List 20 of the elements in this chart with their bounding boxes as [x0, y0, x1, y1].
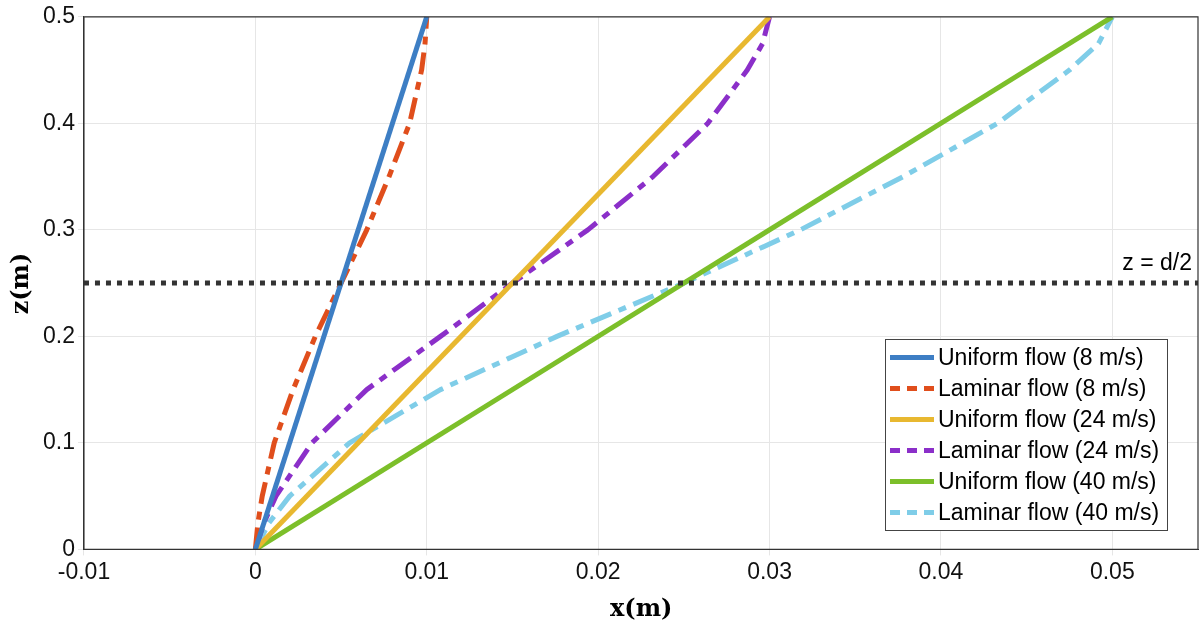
x-tick-label: 0.02 — [575, 557, 621, 584]
x-tick-label: 0.03 — [747, 557, 792, 584]
legend-label: Laminar flow (24 m/s) — [938, 436, 1160, 466]
x-tick-label: 0.01 — [404, 557, 450, 584]
ref-line-label: z = d/2 — [1122, 248, 1192, 275]
y-tick-label: 0.1 — [42, 428, 75, 455]
legend-label: Laminar flow (40 m/s) — [938, 498, 1160, 528]
x-tick-label: 0.05 — [1089, 557, 1135, 584]
x-axis-title: x(m) — [609, 593, 673, 622]
legend-label: Uniform flow (8 m/s) — [938, 343, 1144, 373]
x-tick-label: 0.04 — [918, 557, 964, 584]
legend-label: Uniform flow (40 m/s) — [938, 467, 1157, 497]
y-axis-title: z(m) — [5, 252, 35, 314]
y-tick-label: 0.5 — [42, 2, 75, 29]
y-tick-label: 0.3 — [42, 215, 75, 242]
y-tick-label: 0.2 — [42, 321, 75, 348]
x-tick-label: 0 — [248, 557, 262, 584]
legend-label: Uniform flow (24 m/s) — [938, 405, 1157, 435]
legend-label: Laminar flow (8 m/s) — [938, 374, 1147, 404]
y-tick-label: 0.4 — [42, 108, 76, 135]
